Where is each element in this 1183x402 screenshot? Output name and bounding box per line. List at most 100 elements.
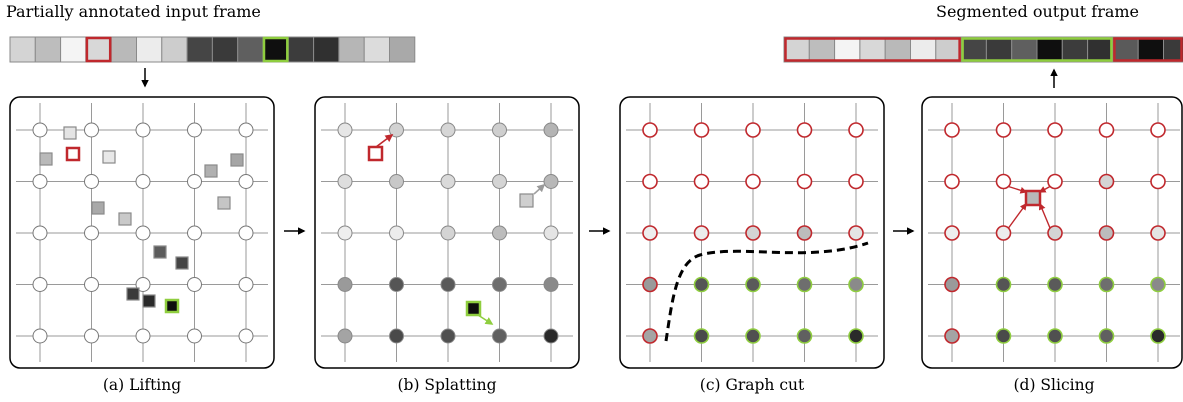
output-pixel (1137, 36, 1164, 63)
output-pixel (1112, 36, 1139, 63)
input-pixel (363, 36, 391, 63)
input-pixel (34, 36, 62, 63)
grid-vertex (848, 173, 864, 190)
grid-vertex (693, 122, 710, 138)
output-pixel (1036, 36, 1063, 63)
output-frame-strip (783, 36, 1183, 63)
grid-vertex (642, 276, 658, 293)
grid-vertex (389, 174, 404, 189)
graph-cut-curve (664, 241, 869, 342)
grid-vertex (642, 122, 658, 138)
grid-vertex (848, 328, 864, 344)
splatted-pixel (519, 193, 534, 208)
grid-vertex (543, 328, 559, 344)
grid-vertex (238, 122, 254, 138)
lifted-pixel (142, 294, 156, 308)
output-pixel (985, 36, 1013, 63)
panels (9, 96, 1183, 369)
input-pixel (136, 36, 163, 63)
grid-vertex (796, 276, 813, 293)
grid-vertex (543, 277, 559, 292)
grid-vertex (995, 276, 1012, 293)
grid-vertex (1150, 173, 1166, 190)
grid-vertex (642, 328, 658, 344)
lifted-pixel (217, 196, 231, 210)
lifted-pixel (175, 256, 189, 270)
grid-vertex (187, 328, 202, 344)
input-pixel (287, 36, 315, 63)
output-pixel (783, 36, 810, 63)
grid-vertex (944, 225, 960, 241)
grid-vertex (693, 225, 710, 241)
grid-vertex (440, 277, 456, 292)
grid-vertex (238, 174, 254, 189)
grid-vertex (1047, 276, 1063, 293)
sliced-pixel-background (1024, 189, 1042, 207)
grid-vertex (1098, 122, 1115, 138)
output-pixel (834, 36, 861, 63)
slice-interpolation-arrow (1007, 202, 1027, 229)
lifted-pixel (91, 201, 105, 215)
grid-vertex (848, 122, 864, 138)
grid-vertex (543, 174, 559, 189)
grid-vertex (84, 277, 99, 292)
lifted-pixel (63, 126, 77, 140)
grid-vertex (693, 276, 710, 293)
panel-lifting (9, 96, 275, 369)
output-pixel (1163, 36, 1183, 63)
grid-vertex (1047, 328, 1063, 344)
grid-vertex (135, 225, 151, 241)
input-frame-strip (9, 36, 416, 63)
grid-vertex (440, 225, 456, 241)
grid-vertex (1047, 225, 1063, 241)
grid-vertex (337, 277, 353, 292)
input-pixel (9, 36, 36, 63)
lifted-pixel (39, 152, 53, 166)
slice-interpolation-arrow (1038, 202, 1051, 229)
grid-vertex (1098, 276, 1115, 293)
input-pixel (186, 36, 213, 63)
splat-arrow (533, 183, 546, 195)
grid-vertex (543, 225, 559, 241)
grid-vertex (745, 276, 761, 293)
splatted-pixel-foreground (465, 300, 482, 317)
lifted-pixel-foreground (164, 298, 180, 314)
grid-vertex (1098, 173, 1115, 190)
input-pixel (85, 36, 112, 63)
grid-vertex (745, 173, 761, 190)
lifted-pixel-background (65, 146, 81, 162)
grid-vertex (492, 225, 507, 241)
grid-vertex (693, 328, 710, 344)
caption-lifting: (a) Lifting (102, 376, 182, 394)
output-frame-title: Segmented output frame (936, 2, 1140, 21)
grid-vertex (796, 173, 813, 190)
input-pixel (338, 36, 365, 63)
output-pixel (1087, 36, 1114, 63)
input-frame-title: Partially annotated input frame (6, 2, 261, 21)
grid-vertex (238, 225, 254, 241)
grid-vertex (1047, 122, 1063, 138)
grid-vertex (796, 122, 813, 138)
output-pixel (935, 36, 962, 63)
panel-graph_cut (619, 96, 885, 369)
grid-vertex (32, 225, 48, 241)
grid-vertex (944, 122, 960, 138)
background-segment-outline (784, 37, 961, 62)
grid-vertex (337, 225, 353, 241)
grid-vertex (135, 174, 151, 189)
lifted-pixel (126, 287, 140, 301)
caption-slicing: (d) Slicing (1013, 376, 1095, 394)
output-pixel (859, 36, 886, 63)
grid-vertex (440, 174, 456, 189)
output-pixel (960, 36, 987, 63)
input-pixel (161, 36, 188, 63)
output-pixel (808, 36, 836, 63)
lifted-pixel (230, 153, 244, 167)
foreground-segment-outline (961, 37, 1113, 62)
grid-vertex (796, 328, 813, 344)
panel-slicing (921, 96, 1183, 369)
lifted-pixel (153, 245, 167, 259)
foreground-annotation-marker (262, 36, 289, 63)
grid-vertex (995, 328, 1012, 344)
